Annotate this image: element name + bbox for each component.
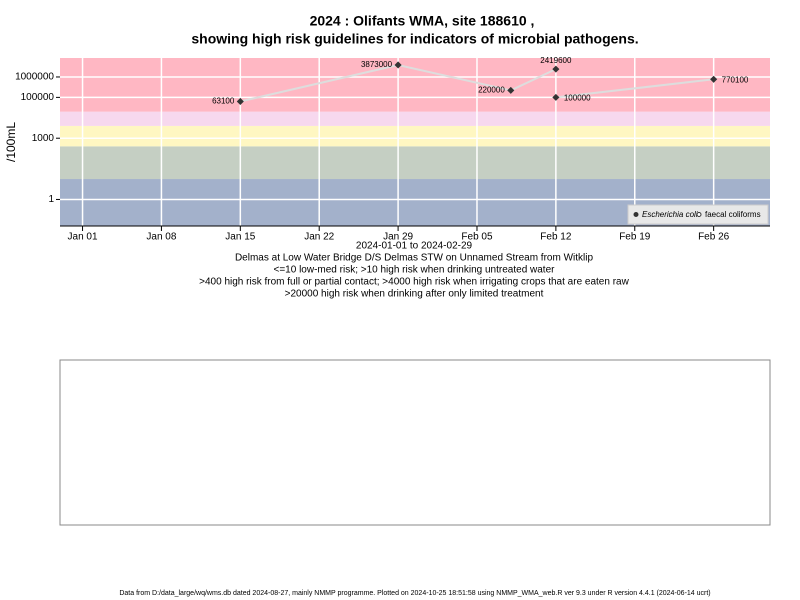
data-label: 770100 <box>722 75 749 84</box>
data-point <box>552 65 560 73</box>
data-label: 63100 <box>212 97 235 106</box>
data-point <box>507 86 515 94</box>
legend-label: Escherichia coli <box>642 210 698 219</box>
legend-label: faecal coliforms <box>705 210 761 219</box>
chart-title: 2024 : Olifants WMA, site 188610 , <box>310 13 535 29</box>
legend-marker <box>633 212 639 217</box>
data-point <box>710 75 718 83</box>
risk-band <box>60 146 770 180</box>
data-label: 3873000 <box>361 60 393 69</box>
y-tick-label: 100000 <box>21 92 55 103</box>
chart-title: showing high risk guidelines for indicat… <box>191 31 638 47</box>
data-point <box>236 97 244 106</box>
subtitle-line: >20000 high risk when drinking after onl… <box>285 289 544 300</box>
y-tick-label: 1000 <box>32 133 55 144</box>
data-point <box>394 61 402 69</box>
data-label: 100000 <box>564 93 591 102</box>
series-line <box>240 63 557 103</box>
x-tick-label: Jan 08 <box>146 232 176 243</box>
risk-band <box>60 58 770 112</box>
x-tick-label: Jan 22 <box>304 232 334 243</box>
subtitle-line: Delmas at Low Water Bridge D/S Delmas ST… <box>235 253 594 264</box>
subtitle-line: >400 high risk from full or partial cont… <box>199 277 629 288</box>
x-tick-label: Feb 26 <box>698 232 730 243</box>
y-tick-label: 1 <box>48 194 54 205</box>
risk-band <box>60 111 770 126</box>
x-tick-label: Feb 05 <box>461 232 493 243</box>
subtitle-line: <=10 low-med risk; >10 high risk when dr… <box>274 265 556 276</box>
data-label: 2419600 <box>540 56 572 65</box>
empty-panel <box>59 359 771 526</box>
risk-band <box>60 125 770 147</box>
x-axis-label: 2024-01-01 to 2024-02-29 <box>356 241 473 252</box>
data-label: 220000 <box>478 86 505 95</box>
data-point <box>552 93 560 101</box>
x-tick-label: Feb 19 <box>619 232 651 243</box>
y-tick-label: 1000000 <box>15 72 54 83</box>
footer: Data from D:/data_large/wq/wms.db dated … <box>119 590 710 597</box>
x-tick-label: Jan 15 <box>225 232 255 243</box>
x-tick-label: Jan 29 <box>383 232 413 243</box>
x-tick-label: Feb 12 <box>540 232 572 243</box>
x-tick-label: Jan 01 <box>68 232 98 243</box>
series-line <box>555 78 714 99</box>
legend-marker <box>696 212 702 217</box>
y-axis-label: /100mL <box>4 122 18 162</box>
